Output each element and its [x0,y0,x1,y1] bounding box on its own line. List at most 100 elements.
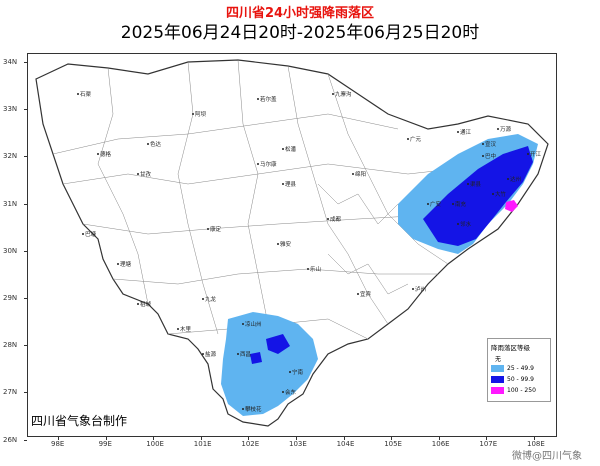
city-dot [237,353,239,355]
latitude-label: 26N [3,435,18,444]
city-label: 巴塘 [85,230,97,238]
longitude-tick [58,437,59,440]
city-dot [137,173,139,175]
latitude-label: 31N [3,199,18,208]
latitude-tick [24,298,27,299]
latitude-label: 28N [3,341,18,350]
city-label: 大竹 [495,190,507,198]
city-label: 万源 [500,125,512,133]
latitude-tick [24,203,27,205]
city-dot [452,203,454,205]
city-dot [117,263,119,265]
longitude-tick [438,437,440,440]
city-label: 达州 [510,175,521,183]
city-label: 阿坝 [195,110,207,118]
city-dot [242,323,244,325]
city-dot [202,353,204,355]
city-dot [407,138,409,140]
latitude-label: 34N [3,58,18,66]
city-dot [332,93,334,95]
longitude-label: 102E [241,440,260,448]
city-label: 宣汉 [485,140,497,148]
city-dot [97,153,99,155]
city-label: 甘孜 [140,170,152,178]
city-label: 开江 [530,151,542,158]
city-label: 渠县 [470,180,482,188]
county-boundaries [52,59,519,395]
city-label: 乐山 [310,265,321,273]
city-dot [282,148,284,150]
city-dot [467,183,469,185]
city-label: 凉山州 [245,320,262,328]
city-label: 宜宾 [360,290,372,298]
longitude-tick [296,437,297,440]
rain-area-50-99 [423,146,533,246]
rain-area-100-250 [505,200,518,212]
map-frame: 石渠 若尔盖 九寨沟 阿坝 德格 色达 松潘 甘孜 马尔康 理县 巴中 达州 广元 绵阳 南充 成都 雅安 康定乐… [27,53,557,437]
city-label: 会东 [285,388,297,396]
province-outline [35,59,549,427]
rain-area-25-49-south [221,312,318,416]
city-label: 攀枝花 [245,405,262,413]
legend-swatch [491,376,504,383]
city-dot [282,391,284,393]
city-label: 盐源 [205,350,217,358]
city-dot [507,178,509,180]
longitude-label: 104E [336,440,355,448]
city-label: 泸州 [415,285,426,293]
city-dot [192,113,194,115]
city-dot [307,268,309,270]
longitude-label: 108E [527,440,545,448]
rain-area-50-99-south [266,334,290,354]
latitude-tick [24,345,27,347]
longitude-tick [200,437,202,440]
producer-credit: 四川省气象台制作 [31,414,128,428]
city-label: 理县 [285,181,297,188]
city-dot [482,155,484,157]
longitude-label: 106E [431,440,450,448]
city-dot [147,143,149,145]
latitude-label: 27N [3,388,18,397]
city-dot [257,163,259,165]
city-dot [412,288,414,290]
longitude-tick [105,437,107,440]
watermark: 微博@四川气象 [512,451,582,462]
city-dot [257,98,259,100]
city-label: 德格 [100,150,112,158]
city-dot [82,233,84,235]
latitude-tick [24,439,27,441]
longitude-label: 103E [289,440,307,448]
city-dot [357,293,359,295]
legend-label: 无 [495,356,502,363]
city-label: 绵阳 [355,170,366,178]
longitude-tick [343,437,345,440]
city-label: 石渠 [80,90,92,98]
city-label: 通江 [460,128,472,136]
city-dot [177,328,179,330]
latitude-label: 30N [3,246,18,255]
city-dot [352,173,354,175]
city-dot [202,298,204,300]
longitude-tick [486,437,488,440]
city-dot [457,131,459,133]
city-dot [427,203,429,205]
map-title: 四川省24小时强降雨落区 [225,6,375,21]
city-label: 雅安 [280,240,292,248]
city-label: 松潘 [285,145,297,153]
longitude-tick [391,437,393,440]
city-dot [457,223,459,225]
city-label: 南充 [455,200,467,208]
city-dot [327,218,329,220]
city-label: 广安 [430,200,442,208]
city-dot [242,408,244,410]
longitude-label: 99E [98,440,112,448]
latitude-tick [24,62,27,63]
city-dot [277,243,279,245]
city-dot [482,143,484,145]
city-dot [207,228,209,230]
legend-label: 100 - 250 [507,387,536,394]
rain-area-50-99-south-2 [250,352,262,364]
latitude-tick [24,156,27,158]
longitude-label: 100E [146,440,164,448]
city-label: 邻水 [460,220,472,228]
